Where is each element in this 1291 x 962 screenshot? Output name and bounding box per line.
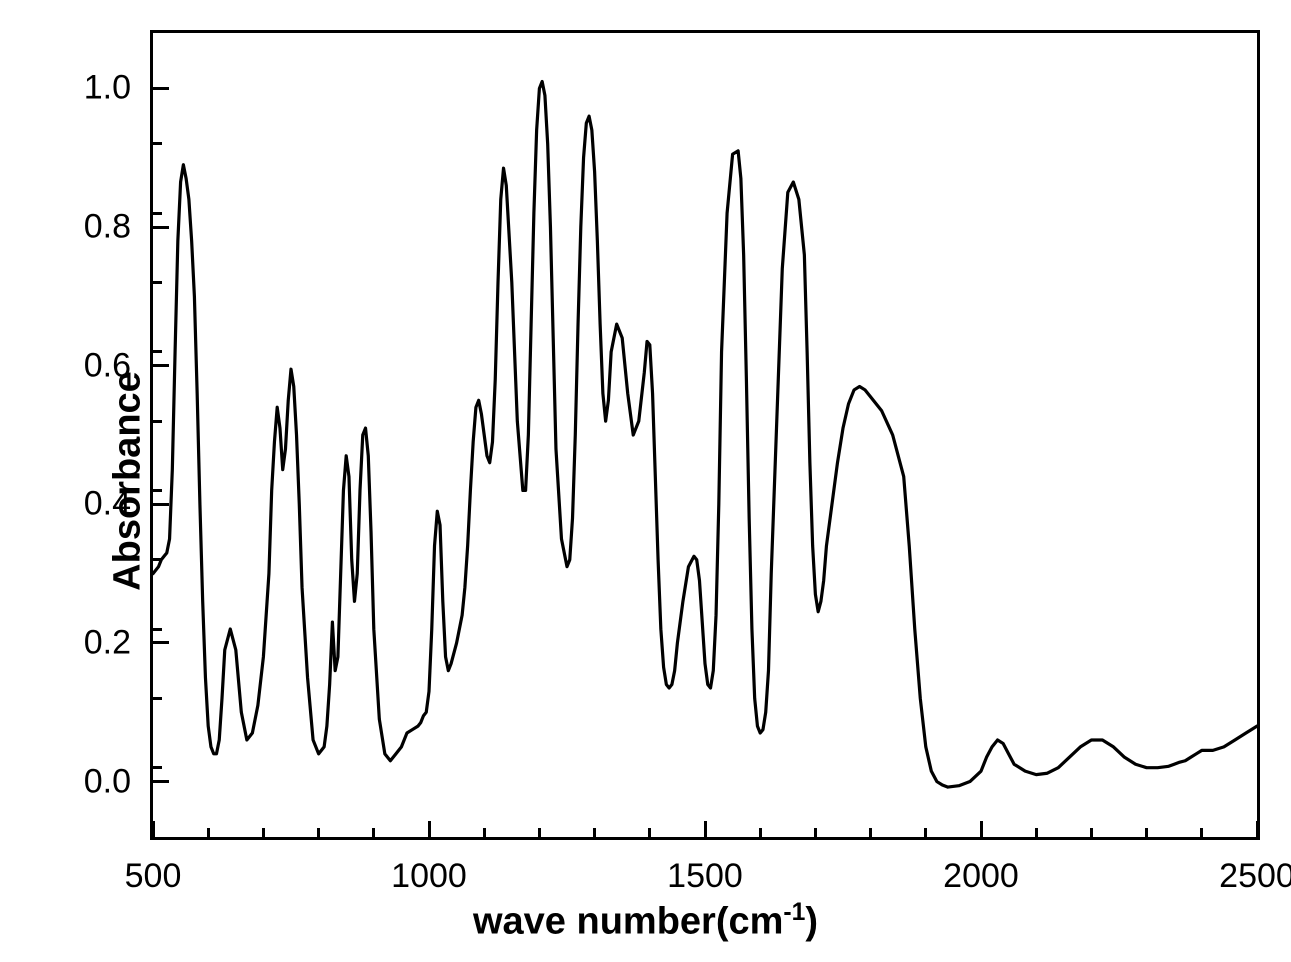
- plot-area: 0.00.20.40.60.81.05001000150020002500: [150, 30, 1260, 840]
- y-axis-label: Absorbance: [106, 371, 149, 591]
- y-tick-label: 0.4: [84, 485, 131, 524]
- x-tick-label: 1000: [391, 857, 467, 896]
- x-axis-label: wave number(cm-1): [473, 899, 818, 944]
- x-tick-label: 500: [125, 857, 182, 896]
- spectrum-chart: Absorbance wave number(cm-1) 0.00.20.40.…: [0, 0, 1291, 962]
- x-tick-label: 2000: [943, 857, 1019, 896]
- y-tick-label: 0.8: [84, 208, 131, 247]
- spectrum-line: [153, 33, 1257, 837]
- x-tick-label: 2500: [1219, 857, 1291, 896]
- y-tick-label: 0.6: [84, 346, 131, 385]
- y-tick-label: 0.0: [84, 762, 131, 801]
- x-tick-label: 1500: [667, 857, 743, 896]
- y-tick-label: 0.2: [84, 623, 131, 662]
- y-tick-label: 1.0: [84, 69, 131, 108]
